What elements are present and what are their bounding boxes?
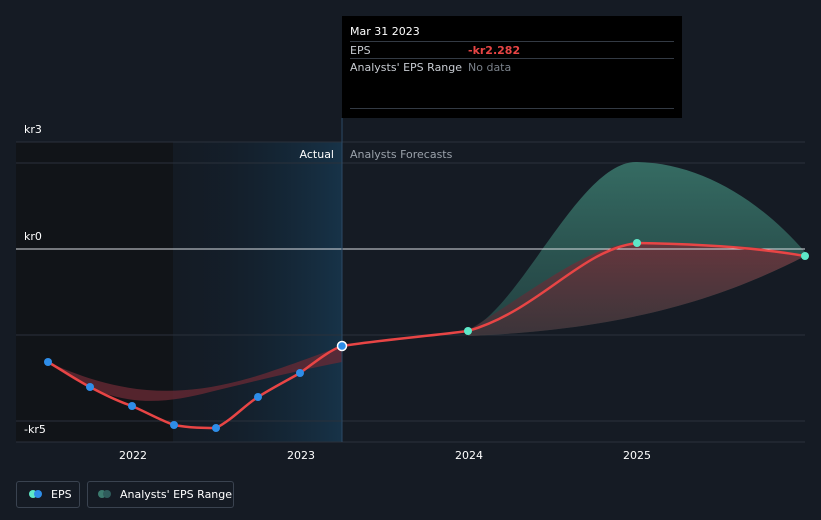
x-tick-label: 2022 — [119, 449, 147, 462]
actual-label: Actual — [299, 148, 334, 161]
legend-eps-dot-icon — [34, 490, 42, 498]
gridlines — [16, 141, 805, 443]
eps-point — [128, 402, 136, 410]
legend-eps-label: EPS — [51, 488, 72, 501]
eps-points — [44, 239, 809, 432]
tooltip-date: Mar 31 2023 — [350, 25, 420, 38]
eps-range-low-area — [468, 242, 805, 336]
forecast-point — [801, 252, 809, 260]
historic-range-band — [48, 346, 342, 401]
legend-range-dot-icon — [103, 490, 111, 498]
eps-point-highlight — [336, 340, 348, 352]
eps-point — [86, 383, 94, 391]
eps-point — [212, 424, 220, 432]
legend-eps-dot-icon — [29, 490, 37, 498]
y-tick-label: kr0 — [24, 230, 42, 243]
tooltip-eps-value: -kr2.282 — [468, 44, 521, 57]
tooltip-row-range: Analysts' EPS Range No data — [350, 58, 674, 76]
eps-point — [296, 369, 304, 377]
tooltip-range-value: No data — [468, 61, 512, 74]
tooltip-divider — [350, 108, 674, 109]
forecast-point — [633, 239, 641, 247]
eps-point — [170, 421, 178, 429]
eps-point — [254, 393, 262, 401]
legend-eps[interactable]: EPS — [16, 481, 80, 508]
analysts-forecasts-label: Analysts Forecasts — [350, 148, 453, 161]
hover-tooltip: Mar 31 2023 EPS -kr2.282 Analysts' EPS R… — [342, 16, 682, 118]
forecast-point — [464, 327, 472, 335]
legend-range-dot-icon — [98, 490, 106, 498]
tooltip-range-label: Analysts' EPS Range — [350, 61, 463, 74]
x-tick-label: 2023 — [287, 449, 315, 462]
eps-point — [44, 358, 52, 366]
y-tick-label: -kr5 — [24, 423, 46, 436]
tooltip-row-eps: EPS -kr2.282 — [350, 41, 674, 59]
legend-eps-range[interactable]: Analysts' EPS Range — [87, 481, 234, 508]
y-tick-label: kr3 — [24, 123, 42, 136]
x-tick-label: 2025 — [623, 449, 651, 462]
legend-range-label: Analysts' EPS Range — [120, 488, 233, 501]
x-tick-label: 2024 — [455, 449, 483, 462]
tooltip-eps-label: EPS — [350, 44, 371, 57]
